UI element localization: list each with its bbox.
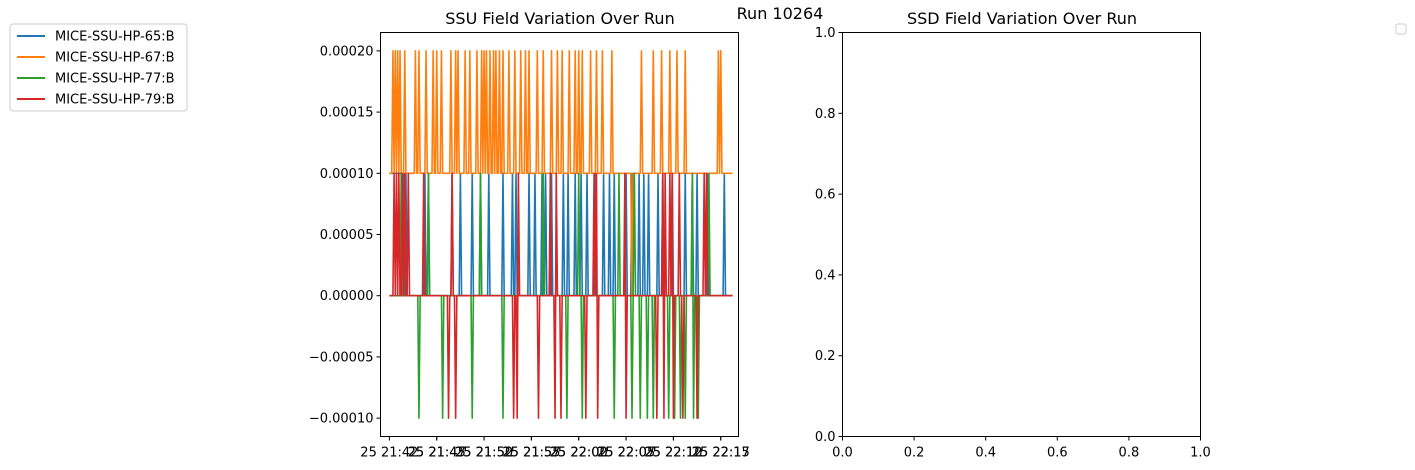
x-tick-label: 25 21:42: [360, 446, 418, 461]
x-tick-label: 0.2: [904, 446, 925, 461]
figure-suptitle: Run 10264: [737, 4, 824, 23]
series-line-2: [389, 50, 733, 297]
x-tick-label: 25 22:07: [597, 446, 655, 461]
y-tick-label: 0.4: [815, 268, 836, 283]
ssu-chart-title: SSU Field Variation Over Run: [445, 9, 674, 28]
x-tick-label: 25 22:12: [644, 446, 702, 461]
y-tick-label: 0.00015: [320, 106, 374, 121]
legend-label: MICE-SSU-HP-65:B: [55, 30, 175, 45]
x-tick-label: 25 21:45: [408, 446, 466, 461]
legend-label: MICE-SSU-HP-77:B: [55, 72, 175, 87]
x-tick-label: 25 21:50: [455, 446, 513, 461]
x-tick-label: 0.4: [975, 446, 996, 461]
series-line-4: [389, 172, 733, 419]
x-tick-label: 25 22:02: [550, 446, 608, 461]
x-tick-label: 25 21:55: [502, 446, 560, 461]
legend-label: MICE-SSU-HP-67:B: [55, 51, 175, 66]
y-tick-label: 0.00005: [320, 228, 374, 243]
y-tick-label: 0.6: [815, 188, 836, 203]
legend-label: MICE-SSU-HP-79:B: [55, 93, 175, 108]
x-tick-label: 1.0: [1190, 446, 1211, 461]
y-tick-label: 0.8: [815, 107, 836, 122]
y-tick-label: −0.00005: [309, 350, 374, 365]
x-tick-label: 0.0: [832, 446, 853, 461]
x-tick-label: 25 22:15: [692, 446, 750, 461]
y-tick-label: 0.0: [815, 430, 836, 445]
y-tick-label: −0.00010: [309, 412, 374, 427]
empty-legend-box: [1395, 23, 1407, 35]
y-tick-label: 1.0: [815, 26, 836, 41]
legend: MICE-SSU-HP-65:B MICE-SSU-HP-67:B MICE-SSU…: [9, 23, 188, 112]
ssd-chart: SSD Field Variation Over Run 0.0 0.2 0.4 0.…: [815, 9, 1211, 461]
y-tick-label: 0.00010: [320, 167, 374, 182]
y-tick-label: 0.00000: [320, 289, 374, 304]
x-tick-label: 25 22:10: [644, 446, 702, 461]
y-tick-label: 0.00020: [320, 44, 374, 59]
legend-frame: [9, 23, 188, 112]
x-tick-label: 25 21:52: [455, 446, 513, 461]
x-tick-label: 25 22:00: [550, 446, 608, 461]
x-tick-label: 25 21:47: [408, 446, 466, 461]
ssd-axes-frame: [842, 32, 1201, 437]
x-tick-label: 25 21:57: [502, 446, 560, 461]
y-tick-label: 0.2: [815, 349, 836, 364]
ssd-chart-title: SSD Field Variation Over Run: [907, 9, 1137, 28]
ssu-axes-frame: [380, 32, 739, 437]
x-tick-label: 0.6: [1047, 446, 1068, 461]
x-tick-label: 0.8: [1119, 446, 1140, 461]
x-tick-label: 25 22:05: [597, 446, 655, 461]
x-tick-label: 25 22:17: [692, 446, 750, 461]
ssu-chart: SSU Field Variation Over Run 0.00020 0.00…: [309, 9, 750, 461]
